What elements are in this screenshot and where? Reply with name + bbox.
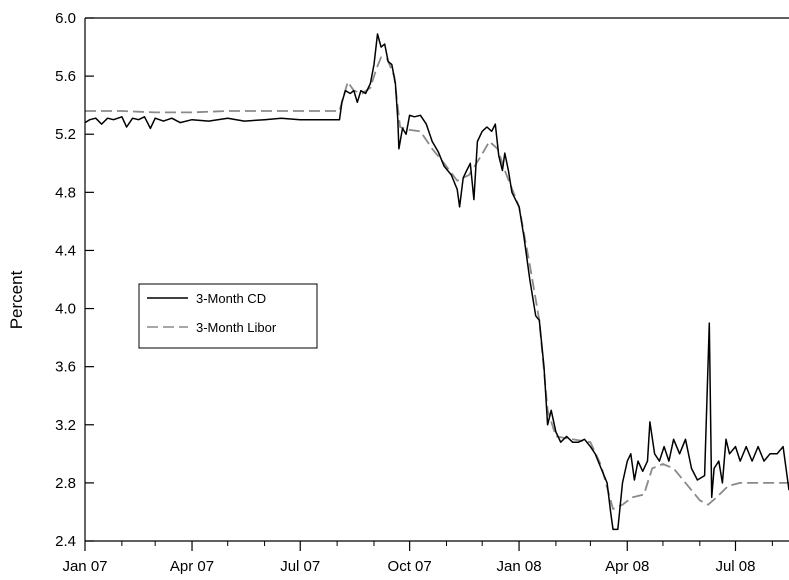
- y-tick-label: 2.8: [55, 475, 76, 492]
- x-tick-label: Jan 08: [497, 558, 542, 575]
- series-line-3-month-cd: [84, 33, 789, 531]
- y-tick-label: 4.4: [55, 242, 76, 259]
- legend-box: [138, 283, 318, 349]
- y-axis-label: Percent: [7, 270, 26, 329]
- y-tick-label: 3.6: [55, 359, 76, 376]
- y-tick-label: 2.4: [55, 533, 76, 550]
- y-tick-label: 6.0: [55, 10, 76, 27]
- y-tick-label: 3.2: [55, 417, 76, 434]
- legend-label-3-month-cd: 3-Month CD: [196, 291, 266, 306]
- series-line-3-month-libor: [85, 56, 789, 510]
- y-tick-label: 4.8: [55, 184, 76, 201]
- y-tick-label: 5.6: [55, 68, 76, 85]
- y-tick-label: 5.2: [55, 126, 76, 143]
- x-tick-label: Apr 07: [170, 558, 214, 575]
- x-tick-label: Jul 08: [715, 558, 755, 575]
- legend-label-3-month-libor: 3-Month Libor: [196, 320, 277, 335]
- y-tick-label: 4.0: [55, 301, 76, 318]
- plot-area: [84, 33, 789, 531]
- x-tick-label: Jul 07: [280, 558, 320, 575]
- x-tick-label: Jan 07: [62, 558, 107, 575]
- legend: 3-Month CD 3-Month Libor: [138, 283, 318, 349]
- x-tick-label: Apr 08: [605, 558, 649, 575]
- x-tick-label: Oct 07: [388, 558, 432, 575]
- axes: 2.4 2.8 3.2 3.6 4.0 4.4 4.8 5.2 5.6 6.0 Jan 07 Apr …: [55, 10, 789, 575]
